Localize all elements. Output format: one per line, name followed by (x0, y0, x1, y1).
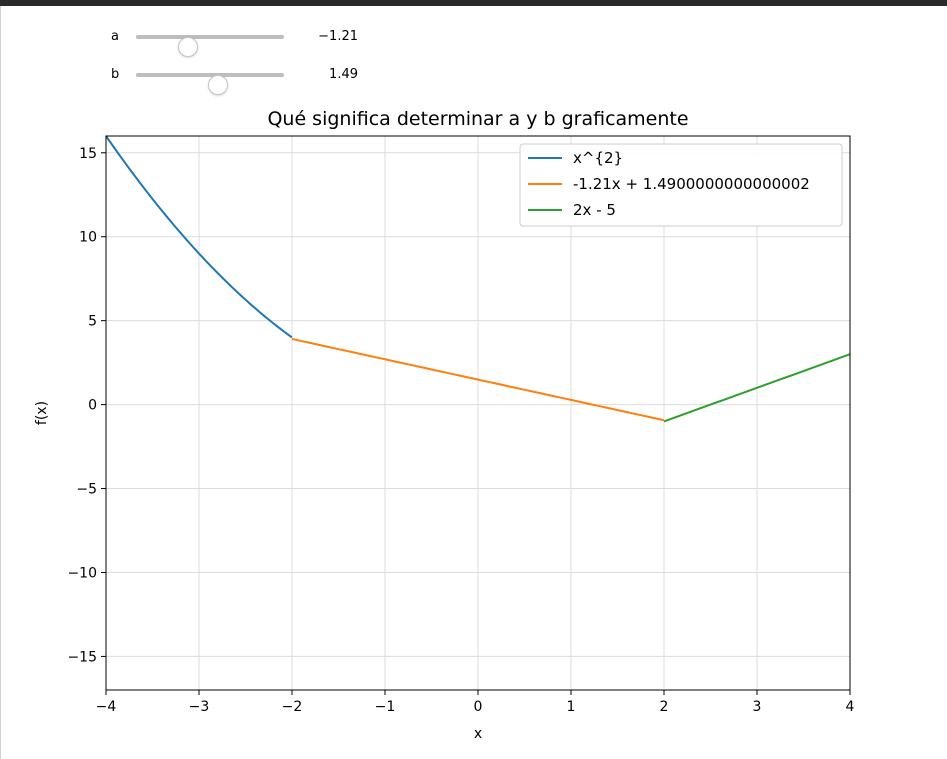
y-tick-label: 0 (88, 398, 97, 414)
x-tick-label: 2 (660, 699, 669, 715)
x-tick-label: 4 (846, 699, 855, 715)
x-tick-label: 1 (567, 699, 576, 715)
x-tick-label: 0 (474, 699, 483, 715)
legend-label: -1.21x + 1.4900000000000002 (573, 175, 810, 193)
x-tick-label: 3 (753, 699, 762, 715)
y-tick-label: −10 (67, 565, 97, 581)
slider-a-track[interactable] (136, 35, 284, 57)
x-tick-label: −4 (96, 699, 117, 715)
legend-label: 2x - 5 (573, 201, 616, 219)
window-left-border (0, 6, 1, 759)
legend-label: x^{2} (573, 149, 623, 167)
chart-title: Qué significa determinar a y b graficame… (267, 108, 688, 130)
slider-b-value: 1.49 (329, 67, 358, 82)
x-axis-label: x (474, 726, 482, 742)
series-line-3 (663, 353, 851, 423)
grid-lines (105, 136, 851, 690)
slider-a-handle[interactable] (178, 37, 198, 57)
slider-b-handle[interactable] (208, 75, 228, 95)
y-tick-label: −5 (76, 482, 97, 498)
y-tick-label: −15 (67, 649, 97, 665)
legend-box (519, 143, 843, 227)
chart-series (105, 135, 851, 423)
series-line-1 (105, 135, 293, 339)
x-tick-label: −1 (375, 699, 396, 715)
y-tick-label: 10 (79, 230, 97, 246)
chart-legend: x^{2} -1.21x + 1.4900000000000002 2x - 5 (519, 143, 843, 227)
y-axis-label: f(x) (34, 401, 50, 425)
x-tick-label: −3 (189, 699, 210, 715)
slider-a: a −1.21 (0, 25, 400, 57)
series-line-2 (291, 337, 665, 422)
slider-b-label: b (111, 67, 120, 82)
slider-a-value: −1.21 (318, 29, 358, 44)
window-top-bar (0, 0, 947, 6)
slider-b: b 1.49 (0, 63, 400, 95)
y-tick-label: 5 (88, 314, 97, 330)
slider-a-label: a (111, 29, 119, 44)
x-tick-label: −2 (282, 699, 303, 715)
slider-b-track[interactable] (136, 73, 284, 95)
y-tick-label: 15 (79, 146, 97, 162)
